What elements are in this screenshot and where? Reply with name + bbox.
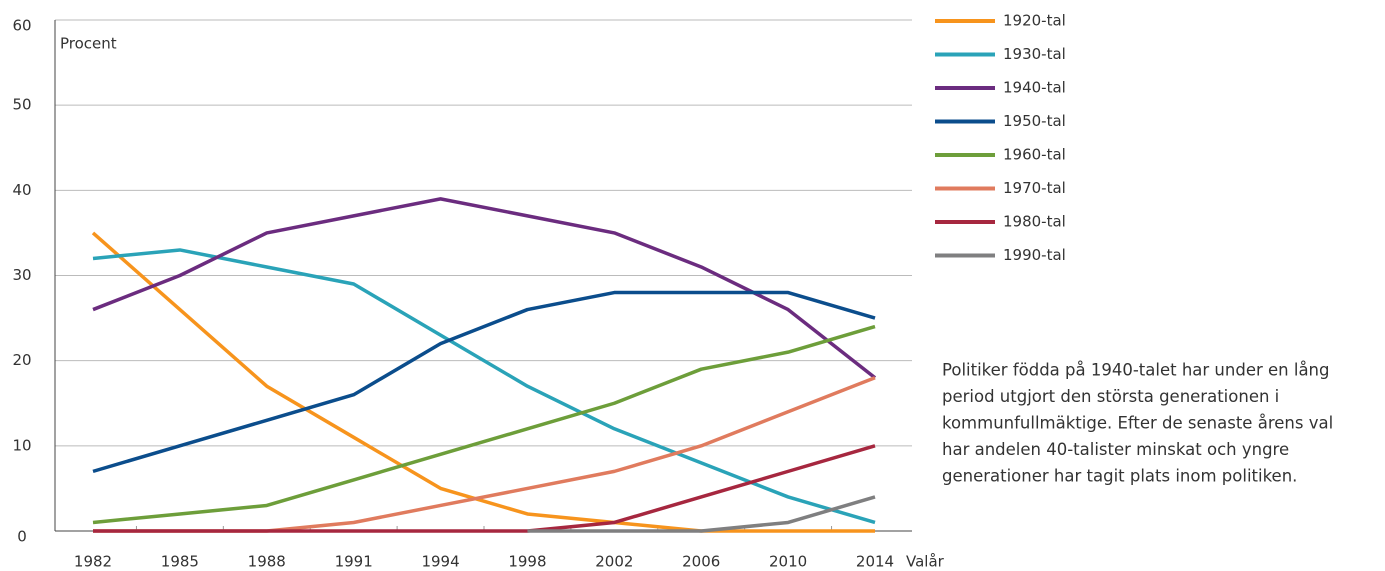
x-tick-label: 2014	[856, 553, 894, 571]
annotation: har andelen 40-talister minskat och yngr…	[942, 440, 1289, 459]
y-tick-label: 0	[17, 528, 27, 546]
x-tick-label: 1988	[248, 553, 286, 571]
x-tick-label: 1985	[161, 553, 199, 571]
y-tick-label: 10	[12, 436, 31, 454]
legend-label: 1950-tal	[1003, 112, 1066, 130]
series-line	[93, 376, 876, 533]
legend-label: 1970-tal	[1003, 179, 1066, 197]
series-line	[92, 248, 876, 525]
annotation: period utgjort den största generationen …	[942, 387, 1279, 406]
x-tick-label: 1991	[335, 553, 373, 571]
legend-label: 1980-tal	[1003, 213, 1066, 231]
annotation: generationer har tagit plats inom politi…	[942, 467, 1297, 486]
series-line	[91, 231, 875, 533]
x-tick-label: 1982	[74, 553, 112, 571]
legend-label: 1920-tal	[1003, 12, 1066, 30]
legend-label: 1930-tal	[1003, 45, 1066, 63]
series-line	[92, 324, 876, 525]
legend-label: 1940-tal	[1003, 79, 1066, 97]
x-tick-label: 2010	[769, 553, 807, 571]
y-tick-label: 30	[12, 266, 31, 284]
series-line	[92, 290, 876, 474]
x-tick-label: 2006	[682, 553, 720, 571]
x-tick-label: 1998	[508, 553, 546, 571]
annotation: kommunfullmäktige. Efter de senaste åren…	[942, 414, 1333, 433]
y-tick-label: 60	[12, 17, 31, 35]
y-tick-label: 20	[12, 351, 31, 369]
x-tick-label: 1994	[421, 553, 459, 571]
legend-label: 1990-tal	[1003, 246, 1066, 264]
x-tick-label: 2002	[595, 553, 633, 571]
legend-label: 1960-tal	[1003, 146, 1066, 164]
y-tick-label: 40	[12, 181, 31, 199]
series-line	[527, 495, 876, 533]
annotation: Politiker födda på 1940-talet har under …	[942, 361, 1329, 380]
x-axis-label: Valår	[906, 553, 945, 571]
series-line	[92, 197, 877, 380]
y-tick-label: 50	[12, 96, 31, 114]
series-line	[93, 444, 876, 533]
y-axis-label: Procent	[60, 35, 117, 53]
